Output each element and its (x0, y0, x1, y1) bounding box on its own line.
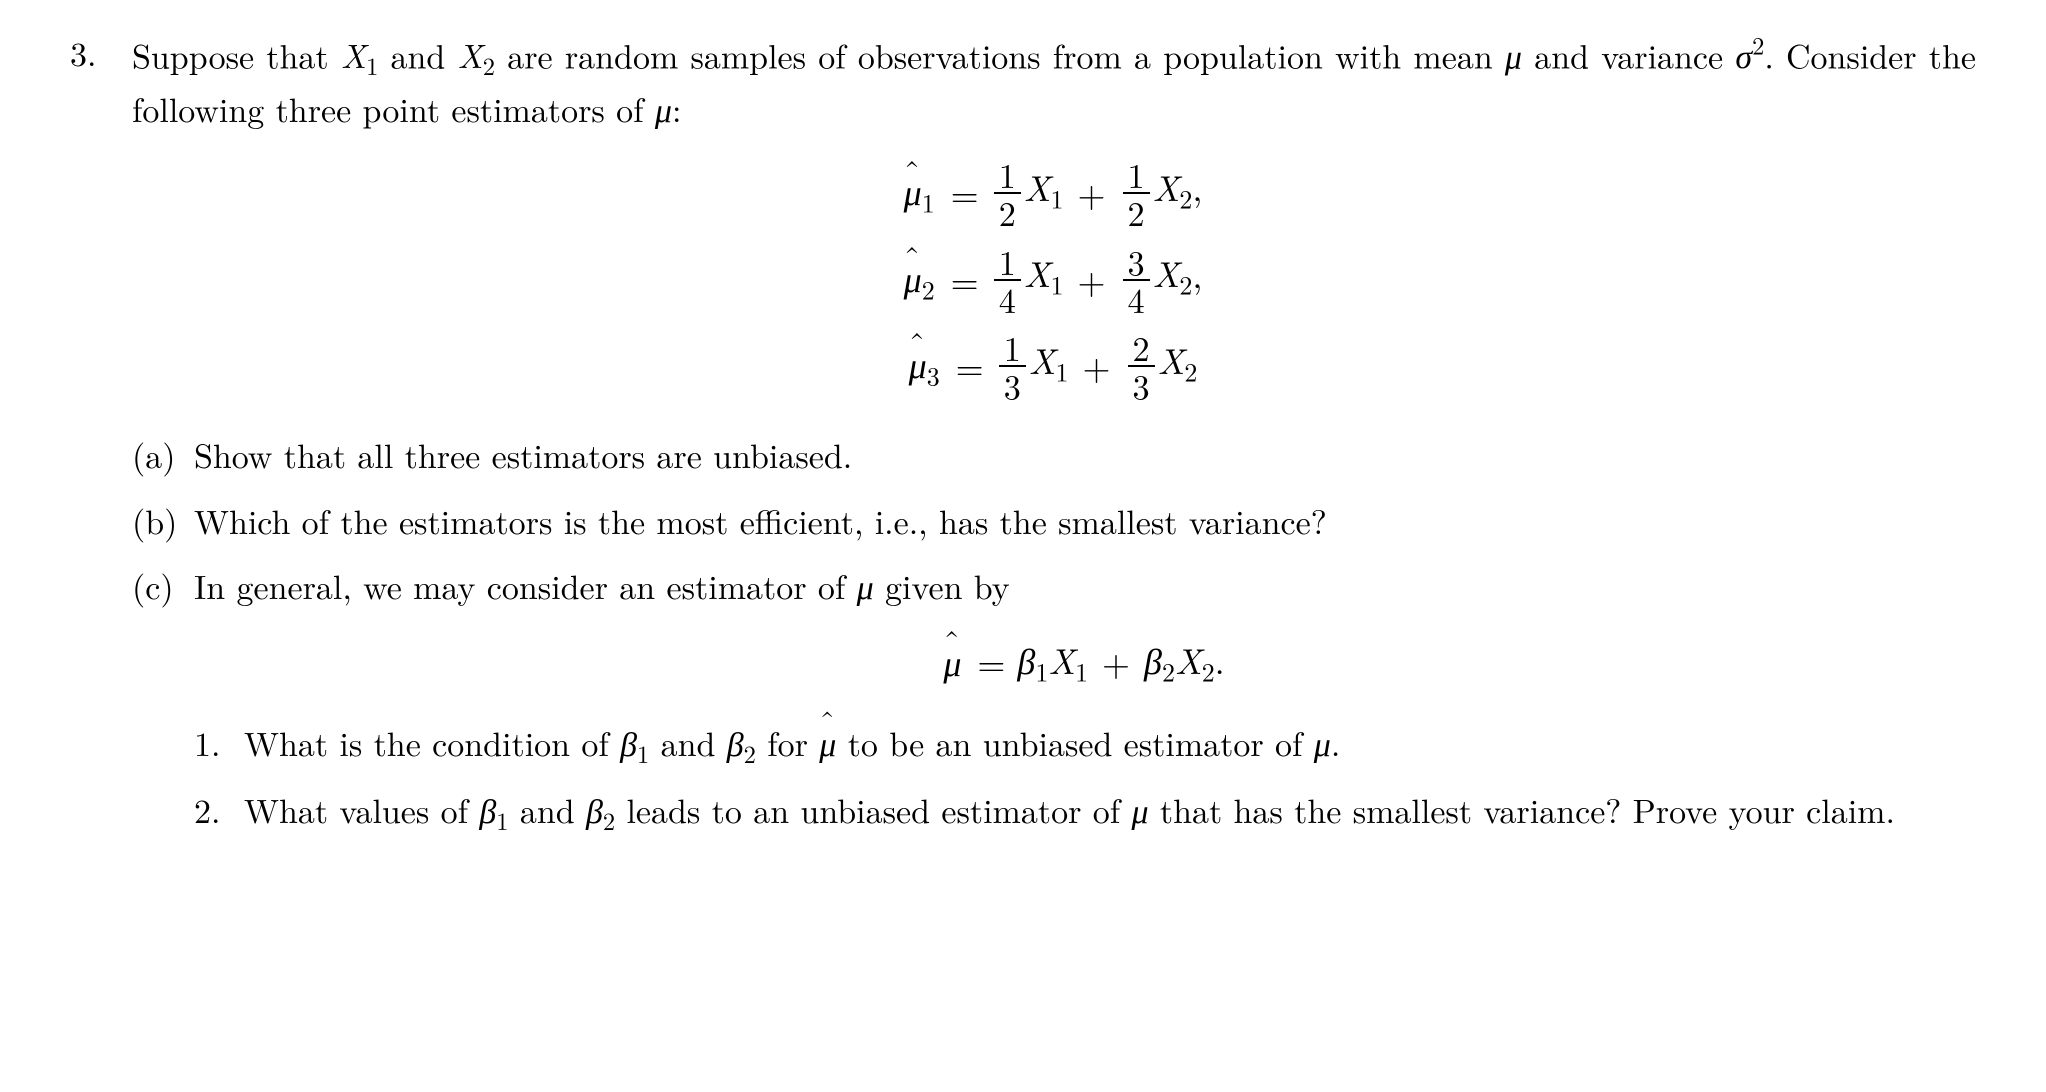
mu1-hat-icon: ˆμ (904, 165, 922, 217)
symbol-beta2-b: β2 (586, 785, 615, 833)
symbol-mu-2: μ (655, 84, 672, 132)
mu2-hat-icon: ˆμ (904, 252, 922, 304)
subpart-c-inner-list: 1. What is the condition of β1 and β2 fo… (194, 718, 1976, 839)
inner-1-body: What is the condition of β1 and β2 for ˆ… (244, 718, 1976, 771)
subpart-b-label: (b) (132, 496, 194, 545)
symbol-sigma2: σ2 (1735, 30, 1764, 78)
mu2-frac1: 14 (994, 244, 1021, 316)
mu2-comma: , (1192, 247, 1202, 298)
i1-t5: . (1331, 718, 1340, 766)
inner-2-body: What values of β1 and β2 leads to an unb… (244, 785, 1976, 838)
mu-hat-inline-icon: ˆμ (819, 718, 836, 767)
equals-icon: = (951, 254, 979, 306)
plus-icon: + (1083, 340, 1111, 392)
mu1-frac2: 12 (1123, 157, 1150, 229)
symbol-beta1-b: β1 (479, 785, 508, 833)
i1-t2: and (649, 718, 726, 766)
subpart-a: (a) Show that all three estimators are u… (132, 430, 1976, 479)
symbol-mu-inline-b: μ (1131, 785, 1148, 833)
subpart-c-label: (c) (132, 561, 194, 853)
subpart-b-text: Which of the estimators is the most effi… (194, 496, 1976, 545)
inner-1-label: 1. (194, 718, 244, 771)
mu3-frac1: 13 (999, 330, 1026, 402)
i2-t1: What values of (244, 785, 479, 833)
subpart-b: (b) Which of the estimators is the most … (132, 496, 1976, 545)
inner-item-1: 1. What is the condition of β1 and β2 fo… (194, 718, 1976, 771)
equals-icon: = (956, 340, 984, 392)
symbol-mu-inline: μ (1314, 718, 1331, 766)
intro-text-2: and (378, 30, 457, 78)
intro-text-6: : (672, 84, 681, 132)
problem-body: Suppose that X1 and X2 are random sample… (132, 28, 1976, 869)
intro-text-1: Suppose that (132, 30, 341, 78)
estimators-block: ˆμ1 = 12X1 + 12X2, ˆμ2 = 14X1 + 34X2, (132, 157, 1976, 402)
problem-number: 3. (70, 28, 132, 869)
subpart-c: (c) In general, we may consider an estim… (132, 561, 1976, 853)
mu-hat-general-icon: ˆμ (943, 636, 961, 688)
i2-t4: that has the smallest variance? Prove yo… (1149, 785, 1895, 833)
subparts: (a) Show that all three estimators are u… (132, 430, 1976, 852)
general-estimator-block: ˆμ = β1X1 + β2X2. (194, 634, 1976, 690)
symbol-mu: μ (1505, 30, 1522, 78)
mu2-frac2: 34 (1123, 244, 1150, 316)
symbol-X2: X2 (458, 30, 496, 78)
subpart-c-lead-1: In general, we may consider an estimator… (194, 561, 857, 609)
subpart-c-lead-2: given by (874, 561, 1010, 609)
symbol-beta1: β1 (620, 718, 649, 766)
i2-t2: and (509, 785, 586, 833)
plus-icon: + (1102, 636, 1130, 688)
estimator-mu2: ˆμ2 = 14X1 + 34X2, (132, 244, 1976, 316)
problem-3: 3. Suppose that X1 and X2 are random sam… (70, 28, 1976, 869)
mu1-comma: , (1192, 161, 1202, 212)
symbol-X1: X1 (341, 30, 379, 78)
i1-t4: to be an unbiased estimator of (836, 718, 1313, 766)
subpart-a-label: (a) (132, 430, 194, 479)
equals-icon: = (977, 636, 1005, 688)
intro-text-3: are random samples of observations from … (495, 30, 1505, 78)
inner-2-label: 2. (194, 785, 244, 838)
plus-icon: + (1078, 167, 1106, 219)
plus-icon: + (1078, 254, 1106, 306)
symbol-beta2: β2 (727, 718, 756, 766)
equals-icon: = (951, 167, 979, 219)
symbol-mu-c: μ (857, 561, 874, 609)
inner-item-2: 2. What values of β1 and β2 leads to an … (194, 785, 1976, 838)
i2-t3: leads to an unbiased estimator of (615, 785, 1131, 833)
mu3-hat-icon: ˆμ (909, 338, 927, 390)
i1-t3: for (756, 718, 819, 766)
i1-t1: What is the condition of (244, 718, 620, 766)
subpart-c-body: In general, we may consider an estimator… (194, 561, 1976, 853)
problem-intro: Suppose that X1 and X2 are random sample… (132, 28, 1976, 133)
intro-text-4: and variance (1522, 30, 1735, 78)
mu3-frac2: 23 (1128, 330, 1155, 402)
mu1-frac1: 12 (994, 157, 1021, 229)
estimator-mu1: ˆμ1 = 12X1 + 12X2, (132, 157, 1976, 229)
subpart-a-text: Show that all three estimators are unbia… (194, 430, 1976, 479)
page: 3. Suppose that X1 and X2 are random sam… (0, 0, 2046, 909)
estimator-mu3: ˆμ3 = 13X1 + 23X2 (132, 330, 1976, 402)
period: . (1215, 634, 1225, 685)
